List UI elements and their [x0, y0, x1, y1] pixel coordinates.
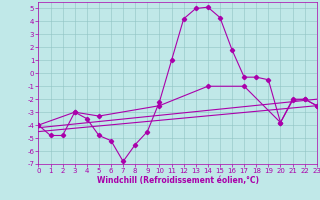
X-axis label: Windchill (Refroidissement éolien,°C): Windchill (Refroidissement éolien,°C) — [97, 176, 259, 185]
